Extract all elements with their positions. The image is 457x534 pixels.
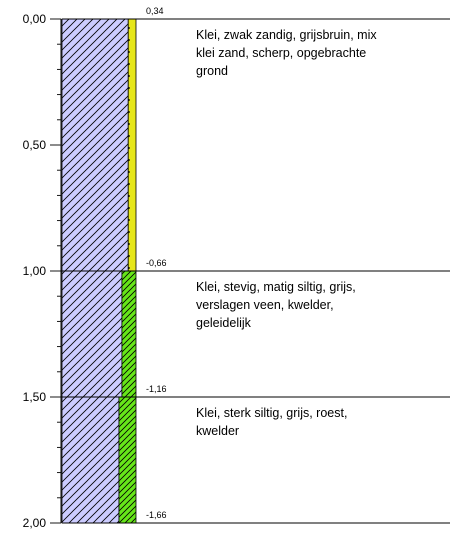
description-line: Klei, stevig, matig siltig, grijs, [196, 280, 356, 294]
layer-1-description: Klei, zwak zandig, grijsbruin, mix klei z… [196, 26, 446, 80]
depth-tick-label: 2,00 [22, 516, 46, 530]
layer-3-soil-block [61, 396, 120, 524]
depth-axis [50, 18, 62, 524]
layer-3-side-strip [118, 396, 137, 524]
description-line: Klei, sterk siltig, grijs, roest, [196, 406, 348, 420]
description-line: Klei, zwak zandig, grijsbruin, mix [196, 28, 377, 42]
depth-tick-label: 0,50 [22, 138, 46, 152]
layer-2-description: Klei, stevig, matig siltig, grijs, versla… [196, 278, 446, 332]
depth-tick-label: 0,00 [22, 12, 46, 26]
soil-layers [61, 18, 450, 524]
description-line: grond [196, 64, 228, 78]
layer-3-top-level: -1,16 [146, 384, 167, 394]
layer-1-side-strip [127, 18, 137, 272]
description-line: verslagen veen, kwelder, [196, 298, 334, 312]
depth-tick-label: 1,00 [22, 264, 46, 278]
layer-2-side-strip [121, 270, 137, 398]
depth-tick-label: 1,50 [22, 390, 46, 404]
layer-3-description: Klei, sterk siltig, grijs, roest, kwelder [196, 404, 446, 440]
description-line: geleidelijk [196, 316, 251, 330]
layer-2-top-level: -0,66 [146, 258, 167, 268]
layer-1-top-level: 0,34 [146, 6, 164, 16]
layer-1-soil-block [61, 18, 129, 272]
description-line: kwelder [196, 424, 240, 438]
layer-2-soil-block [61, 270, 123, 398]
bottom-level: -1,66 [146, 510, 167, 520]
description-line: klei zand, scherp, opgebrachte [196, 46, 367, 60]
